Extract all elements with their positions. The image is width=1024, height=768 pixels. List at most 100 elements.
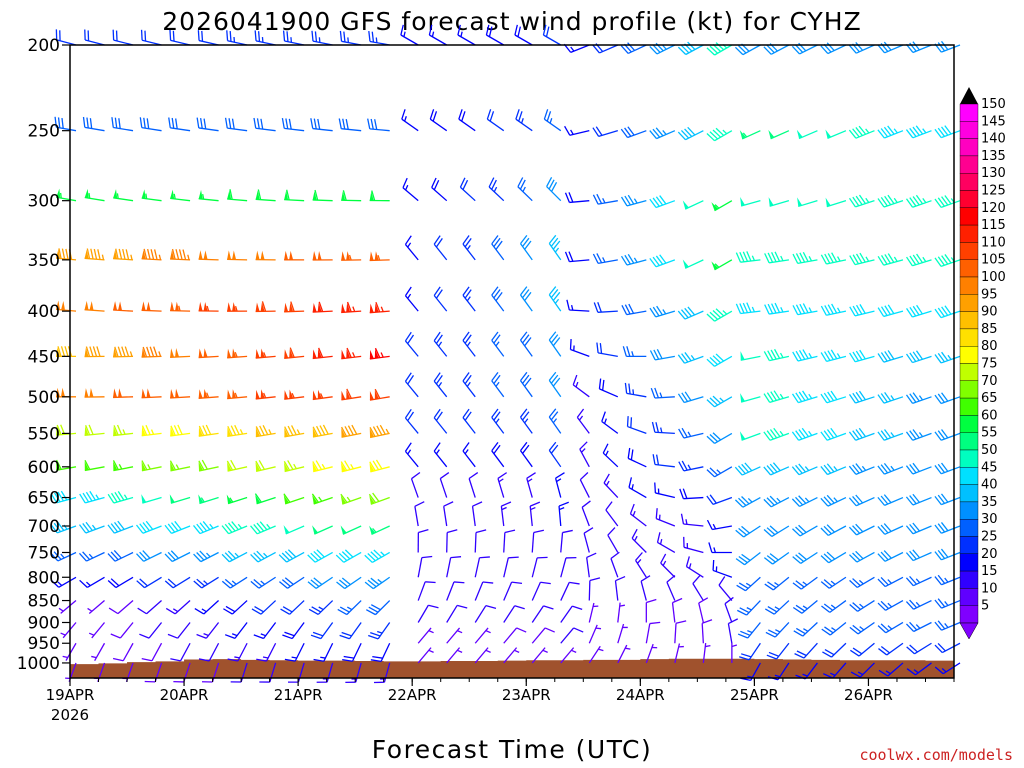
wind-barb [312,347,333,360]
wind-barb [934,429,961,441]
wind-barb [338,118,362,132]
wind-barb [848,523,875,536]
wind-barb [520,331,533,357]
wind-barb [631,528,647,553]
wind-barb [850,662,875,678]
wind-barb [820,303,847,316]
wind-barb [740,393,761,403]
wind-barb [165,600,191,615]
wind-barb [905,462,932,475]
wind-barb [284,189,305,202]
y-tick-label: 400 [28,302,60,322]
wind-barb [765,622,790,638]
wind-barb [685,556,704,578]
wind-barb [674,620,687,644]
wind-barb [629,503,647,527]
wind-barb [652,454,675,468]
wind-barb [141,346,162,358]
wind-barb [310,622,334,640]
wind-barb [739,431,761,441]
wind-barb [446,529,458,553]
wind-barb [581,500,591,527]
y-tick-label: 750 [28,543,60,563]
wind-barb [679,488,704,500]
colorbar-label: 95 [981,287,998,302]
colorbar-label: 20 [981,547,998,562]
wind-barb [706,127,733,142]
wind-barb [517,177,533,202]
colorbar-band [959,103,979,122]
wind-barb [678,427,704,439]
wind-barb [735,551,761,566]
colorbar-top-cap [960,87,978,104]
wind-barb [706,353,733,367]
wind-barb [164,576,191,589]
y-tick-label: 450 [28,347,60,367]
wind-barb [706,519,732,531]
wind-barb [821,621,847,636]
wind-barb [224,117,248,132]
wind-barb [227,348,248,359]
wind-barb [702,643,711,664]
y-tick-label: 500 [28,388,60,408]
colorbar-label: 125 [981,184,1006,199]
wind-barb [706,308,733,322]
wind-barb [255,460,276,472]
wind-barb [763,551,790,565]
wind-barb [62,642,77,661]
wind-barb [404,408,419,434]
wind-barb [514,24,533,46]
wind-barb [764,576,790,591]
wind-barb [341,190,362,202]
wind-barb [428,24,448,46]
wind-barb [622,346,647,358]
wind-barb [548,408,562,434]
wind-barb [113,346,134,358]
wind-barb [227,424,248,438]
wind-barb [680,513,704,527]
wind-barb [520,408,533,434]
wind-barb [280,600,305,615]
wind-barb [110,622,134,639]
wind-barb [531,581,551,601]
wind-barb [560,605,583,623]
wind-barb [111,117,134,132]
wind-barb [113,248,134,261]
wind-barb [410,471,421,498]
colorbar-label: 130 [981,166,1006,181]
wind-barb [364,549,391,563]
wind-barb [312,250,333,261]
wind-barb [649,348,675,361]
wind-barb [79,576,105,588]
wind-barb [566,299,590,312]
wind-barb [603,473,619,498]
wind-barb [462,408,476,434]
wind-barb [78,551,105,562]
wind-barb [462,331,476,357]
y-tick-label: 350 [28,251,60,271]
wind-barb [369,251,390,262]
colorbar-label: 15 [981,564,998,579]
wind-barb [764,251,789,264]
wind-barb [677,126,704,141]
wind-barb [848,463,875,475]
wind-barb [645,643,658,664]
wind-barb [548,234,562,261]
wind-barb [677,352,704,364]
wind-barb [560,529,573,553]
wind-barb [364,576,391,590]
wind-barb [230,662,248,683]
wind-barb [548,371,562,398]
wind-barb [877,429,904,441]
wind-barb [468,472,479,498]
colorbar-band [959,467,979,485]
wind-barb [735,525,761,538]
wind-barb [503,605,525,623]
colorbar-band [959,190,979,208]
wind-barb [250,521,276,535]
colorbar-band [959,432,979,451]
wind-barb [255,425,276,438]
wind-barb [791,495,818,508]
wind-barb [624,382,647,398]
wind-barb [255,250,276,261]
